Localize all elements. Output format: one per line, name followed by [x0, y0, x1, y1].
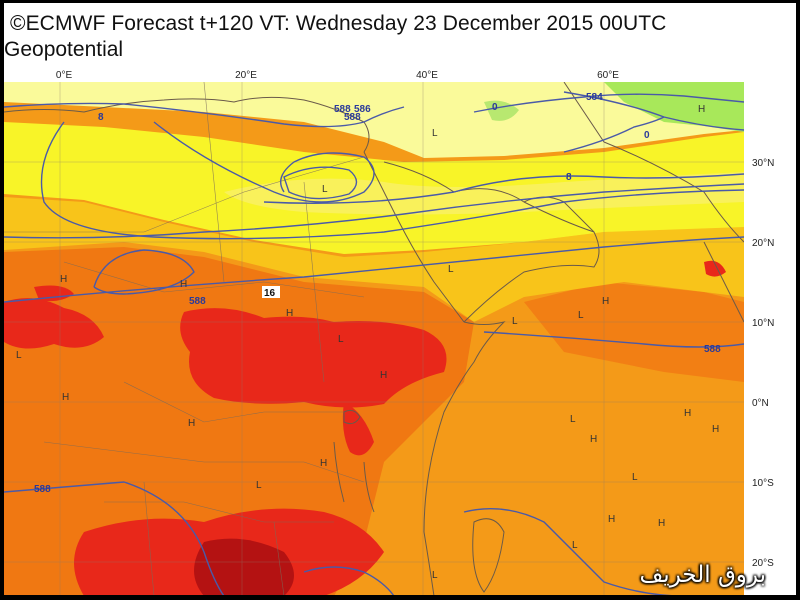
lat-label-10s: 10°S [752, 478, 774, 489]
coast-madagascar [472, 518, 505, 593]
field-light-orange [4, 197, 744, 322]
lon-label-20: 20°E [235, 70, 257, 81]
high-marker: H [60, 274, 67, 285]
high-marker: H [608, 514, 615, 525]
contour-upper-sweep [4, 183, 744, 239]
low-marker: L [512, 316, 518, 327]
contour-north [4, 102, 405, 128]
lon-label-60: 60°E [597, 70, 619, 81]
coast-lakes2 [363, 461, 375, 513]
low-marker: L [338, 334, 344, 345]
low-marker: L [572, 540, 578, 551]
map-subtitle: Geopotential [4, 38, 124, 61]
contour-label-8-west: 8 [98, 112, 104, 123]
contour-0 [473, 93, 744, 113]
contour-588-line [4, 236, 744, 303]
high-marker: H [590, 434, 597, 445]
field-pale-yellow [4, 82, 744, 158]
contour-label-0-a: 0 [492, 102, 498, 113]
high-marker: H [380, 370, 387, 381]
field-red-sahel [180, 308, 447, 408]
map-title: ©ECMWF Forecast t+120 VT: Wednesday 23 D… [10, 12, 667, 35]
field-red-west [4, 298, 104, 349]
high-marker: H [188, 418, 195, 429]
high-marker: H [180, 279, 187, 290]
contour-label-588-b: 588 [704, 344, 721, 355]
contour-0b [563, 116, 665, 153]
high-marker: H [62, 392, 69, 403]
contour-label-8-east: 8 [566, 172, 572, 183]
low-marker: L [448, 264, 454, 275]
contour-label-16: 16 [262, 286, 280, 299]
contour-588-sw [303, 566, 395, 596]
high-marker: H [602, 296, 609, 307]
lat-label-30n: 30°N [752, 158, 775, 169]
low-marker: L [432, 128, 438, 139]
high-marker: H [320, 458, 327, 469]
lat-label-10n: 10°N [752, 318, 775, 329]
low-marker: L [256, 480, 262, 491]
lon-label-0: 0°E [55, 70, 73, 81]
field-red-west2 [34, 285, 74, 302]
political-borders [4, 82, 365, 596]
coast-india [703, 241, 744, 323]
coast-africa-east [423, 531, 435, 596]
low-marker: L [632, 472, 638, 483]
coast-persia [563, 82, 744, 243]
contour-label-588-d: 588 [334, 104, 351, 115]
high-marker: H [712, 424, 719, 435]
low-marker: L [432, 570, 438, 581]
pressure-centers: H H H H H H H H H H H H H H L L L L L L … [16, 104, 719, 581]
field-pale-yellow-mid [224, 172, 744, 215]
contour-588-east [483, 331, 744, 348]
contour-label-588-c: 588 [34, 484, 51, 495]
lat-label-0n: 0°N [752, 398, 769, 409]
field-darkred-south [194, 538, 294, 596]
coast-horn [423, 321, 506, 533]
low-marker: L [570, 414, 576, 425]
geopotential-map: 584 588 586 588 588 588 588 8 0 0 8 16 H… [4, 82, 744, 596]
contour-label-16-text: 16 [264, 288, 276, 299]
contour-low-ring [153, 121, 375, 203]
contour-labels: 584 588 586 588 588 588 588 8 0 0 8 [34, 92, 721, 495]
watermark-text: بروق الخريف [639, 562, 767, 588]
contour-low-inner [283, 166, 358, 200]
low-marker: L [578, 310, 584, 321]
contour-588-south [4, 481, 225, 596]
forecast-map-page: ©ECMWF Forecast t+120 VT: Wednesday 23 D… [4, 0, 796, 596]
high-marker: H [286, 308, 293, 319]
contour-588-se [463, 508, 685, 596]
lat-label-20s: 20°S [752, 558, 774, 569]
low-marker: L [322, 184, 328, 195]
high-marker: H [658, 518, 665, 529]
lat-label-20n: 20°N [752, 238, 775, 249]
lat-lon-grid [4, 82, 744, 596]
contour-8b [263, 173, 744, 204]
low-marker: L [16, 350, 22, 361]
high-marker: H [698, 104, 705, 115]
contour-label-588-a: 588 [189, 296, 206, 307]
contour-label-0-b: 0 [644, 130, 650, 141]
coast-lake-victoria [343, 409, 361, 425]
contour-label-586: 586 [354, 104, 371, 115]
contour-label-584: 584 [586, 92, 603, 103]
coast-lakes [333, 441, 345, 503]
field-red-horn [342, 402, 374, 456]
field-deep-orange-east [524, 282, 744, 382]
contour-label-588-e: 588 [344, 112, 361, 123]
contour-8 [40, 121, 744, 240]
geopotential-contours [4, 91, 744, 596]
field-red-east [704, 260, 726, 277]
lon-label-40: 40°E [416, 70, 438, 81]
coast-red-sea [363, 151, 465, 323]
high-marker: H [684, 408, 691, 419]
contour-588-west [93, 249, 195, 295]
